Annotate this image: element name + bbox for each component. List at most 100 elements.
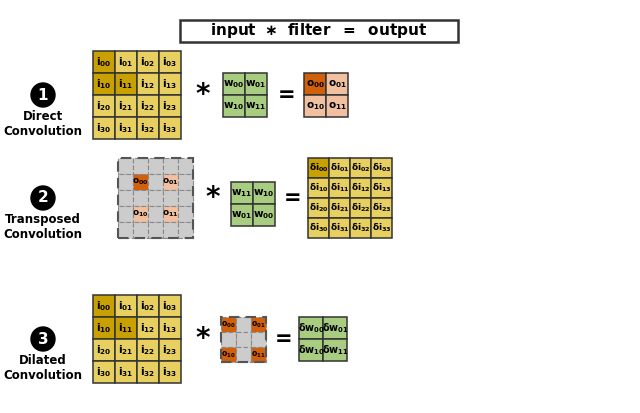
Bar	[236, 347, 251, 362]
Text: $\mathbf{\delta w_{10}}$: $\mathbf{\delta w_{10}}$	[298, 343, 324, 357]
Text: *: *	[196, 325, 211, 353]
Text: $\mathbf{i_{31}}$: $\mathbf{i_{31}}$	[118, 365, 134, 379]
Bar	[326, 73, 348, 95]
Bar	[178, 206, 193, 222]
Bar	[118, 190, 133, 206]
Text: $\mathbf{\delta i_{01}}$: $\mathbf{\delta i_{01}}$	[330, 162, 349, 174]
Text: 3: 3	[38, 332, 48, 347]
Bar	[245, 95, 267, 117]
Text: $\mathbf{w_{01}}$: $\mathbf{w_{01}}$	[232, 209, 253, 221]
Text: $\mathbf{input}$  $\mathbf{\ast}$  $\mathbf{filter}$  $\mathbf{=}$  $\mathbf{out: $\mathbf{input}$ $\mathbf{\ast}$ $\mathb…	[211, 21, 428, 40]
Text: $\mathbf{\delta w_{01}}$: $\mathbf{\delta w_{01}}$	[322, 321, 348, 335]
Bar	[118, 222, 133, 238]
Text: $\mathbf{o_{00}}$: $\mathbf{o_{00}}$	[132, 177, 149, 187]
Text: $\mathbf{o_{01}}$: $\mathbf{o_{01}}$	[162, 177, 179, 187]
Text: $\mathbf{i_{30}}$: $\mathbf{i_{30}}$	[96, 121, 112, 135]
Text: $\mathbf{\delta i_{10}}$: $\mathbf{\delta i_{10}}$	[308, 182, 328, 194]
Text: $\mathbf{i_{01}}$: $\mathbf{i_{01}}$	[118, 299, 134, 313]
Bar	[223, 73, 245, 95]
Text: $\mathbf{\delta w_{11}}$: $\mathbf{\delta w_{11}}$	[322, 343, 348, 357]
Text: $\mathbf{w_{01}}$: $\mathbf{w_{01}}$	[245, 78, 267, 90]
Text: $\mathbf{i_{33}}$: $\mathbf{i_{33}}$	[163, 365, 177, 379]
Bar	[323, 339, 347, 361]
Text: $\mathbf{i_{23}}$: $\mathbf{i_{23}}$	[163, 99, 177, 113]
Text: $\mathbf{i_{21}}$: $\mathbf{i_{21}}$	[118, 343, 134, 357]
Bar	[308, 178, 329, 198]
Bar	[137, 117, 159, 139]
Bar	[115, 295, 137, 317]
Text: Direct
Convolution: Direct Convolution	[3, 110, 83, 138]
Bar	[148, 222, 163, 238]
Bar	[163, 206, 178, 222]
Bar	[251, 332, 266, 347]
Text: =: =	[278, 85, 296, 105]
Bar	[93, 73, 115, 95]
Bar	[329, 178, 350, 198]
Text: $\mathbf{\delta i_{20}}$: $\mathbf{\delta i_{20}}$	[308, 202, 328, 214]
Text: $\mathbf{i_{10}}$: $\mathbf{i_{10}}$	[96, 77, 112, 91]
Text: $\mathbf{i_{20}}$: $\mathbf{i_{20}}$	[96, 343, 112, 357]
Bar	[159, 73, 181, 95]
Bar	[133, 174, 148, 190]
Bar	[163, 174, 178, 190]
Bar	[329, 198, 350, 218]
Text: $\mathbf{i_{03}}$: $\mathbf{i_{03}}$	[163, 299, 177, 313]
Text: $\mathbf{\delta i_{21}}$: $\mathbf{\delta i_{21}}$	[330, 202, 349, 214]
Text: $\mathbf{\delta i_{32}}$: $\mathbf{\delta i_{32}}$	[351, 222, 371, 234]
Bar	[137, 317, 159, 339]
Text: $\mathbf{w_{00}}$: $\mathbf{w_{00}}$	[223, 78, 244, 90]
Text: $\mathbf{o_{11}}$: $\mathbf{o_{11}}$	[252, 349, 266, 360]
Bar	[148, 174, 163, 190]
Bar	[159, 295, 181, 317]
Text: $\mathbf{\delta i_{00}}$: $\mathbf{\delta i_{00}}$	[308, 162, 328, 174]
Text: $\mathbf{\delta i_{11}}$: $\mathbf{\delta i_{11}}$	[330, 182, 349, 194]
Text: $\mathbf{i_{02}}$: $\mathbf{i_{02}}$	[140, 299, 156, 313]
Bar	[371, 218, 392, 238]
Bar	[137, 339, 159, 361]
Text: $\mathbf{\delta i_{13}}$: $\mathbf{\delta i_{13}}$	[372, 182, 392, 194]
Bar	[93, 51, 115, 73]
Text: Transposed
Convolution: Transposed Convolution	[3, 213, 83, 241]
Text: $\mathbf{\delta i_{02}}$: $\mathbf{\delta i_{02}}$	[351, 162, 371, 174]
Bar	[178, 158, 193, 174]
Bar	[137, 295, 159, 317]
Bar	[329, 158, 350, 178]
Text: $\mathbf{i_{02}}$: $\mathbf{i_{02}}$	[140, 55, 156, 69]
Bar	[180, 20, 458, 42]
Bar	[253, 182, 275, 204]
Bar	[115, 117, 137, 139]
Bar	[350, 218, 371, 238]
Bar	[115, 339, 137, 361]
Bar	[221, 317, 266, 362]
Circle shape	[31, 83, 55, 107]
Text: $\mathbf{o_{01}}$: $\mathbf{o_{01}}$	[328, 78, 346, 90]
Bar	[371, 178, 392, 198]
Bar	[93, 317, 115, 339]
Text: *: *	[205, 184, 220, 212]
Text: $\mathbf{\delta i_{22}}$: $\mathbf{\delta i_{22}}$	[351, 202, 371, 214]
Text: $\mathbf{i_{11}}$: $\mathbf{i_{11}}$	[118, 321, 134, 335]
Text: $\mathbf{\delta i_{23}}$: $\mathbf{\delta i_{23}}$	[372, 202, 392, 214]
Bar	[163, 222, 178, 238]
Bar	[304, 95, 326, 117]
Text: $\mathbf{w_{11}}$: $\mathbf{w_{11}}$	[245, 100, 267, 112]
Bar	[231, 204, 253, 226]
Bar	[221, 347, 236, 362]
Text: Dilated
Convolution: Dilated Convolution	[3, 354, 83, 382]
Bar	[350, 158, 371, 178]
Text: $\mathbf{w_{00}}$: $\mathbf{w_{00}}$	[253, 209, 275, 221]
Text: $\mathbf{\delta i_{12}}$: $\mathbf{\delta i_{12}}$	[351, 182, 371, 194]
Text: $\mathbf{i_{20}}$: $\mathbf{i_{20}}$	[96, 99, 112, 113]
Bar	[93, 339, 115, 361]
Text: $\mathbf{i_{12}}$: $\mathbf{i_{12}}$	[140, 77, 156, 91]
Text: $\mathbf{o_{10}}$: $\mathbf{o_{10}}$	[132, 209, 149, 219]
Text: $\mathbf{o_{01}}$: $\mathbf{o_{01}}$	[252, 319, 266, 330]
Bar	[308, 158, 329, 178]
Bar	[329, 218, 350, 238]
Bar	[299, 339, 323, 361]
Bar	[118, 158, 133, 174]
Bar	[236, 317, 251, 332]
Text: $\mathbf{\delta i_{30}}$: $\mathbf{\delta i_{30}}$	[308, 222, 328, 234]
Bar	[137, 95, 159, 117]
Bar	[350, 178, 371, 198]
